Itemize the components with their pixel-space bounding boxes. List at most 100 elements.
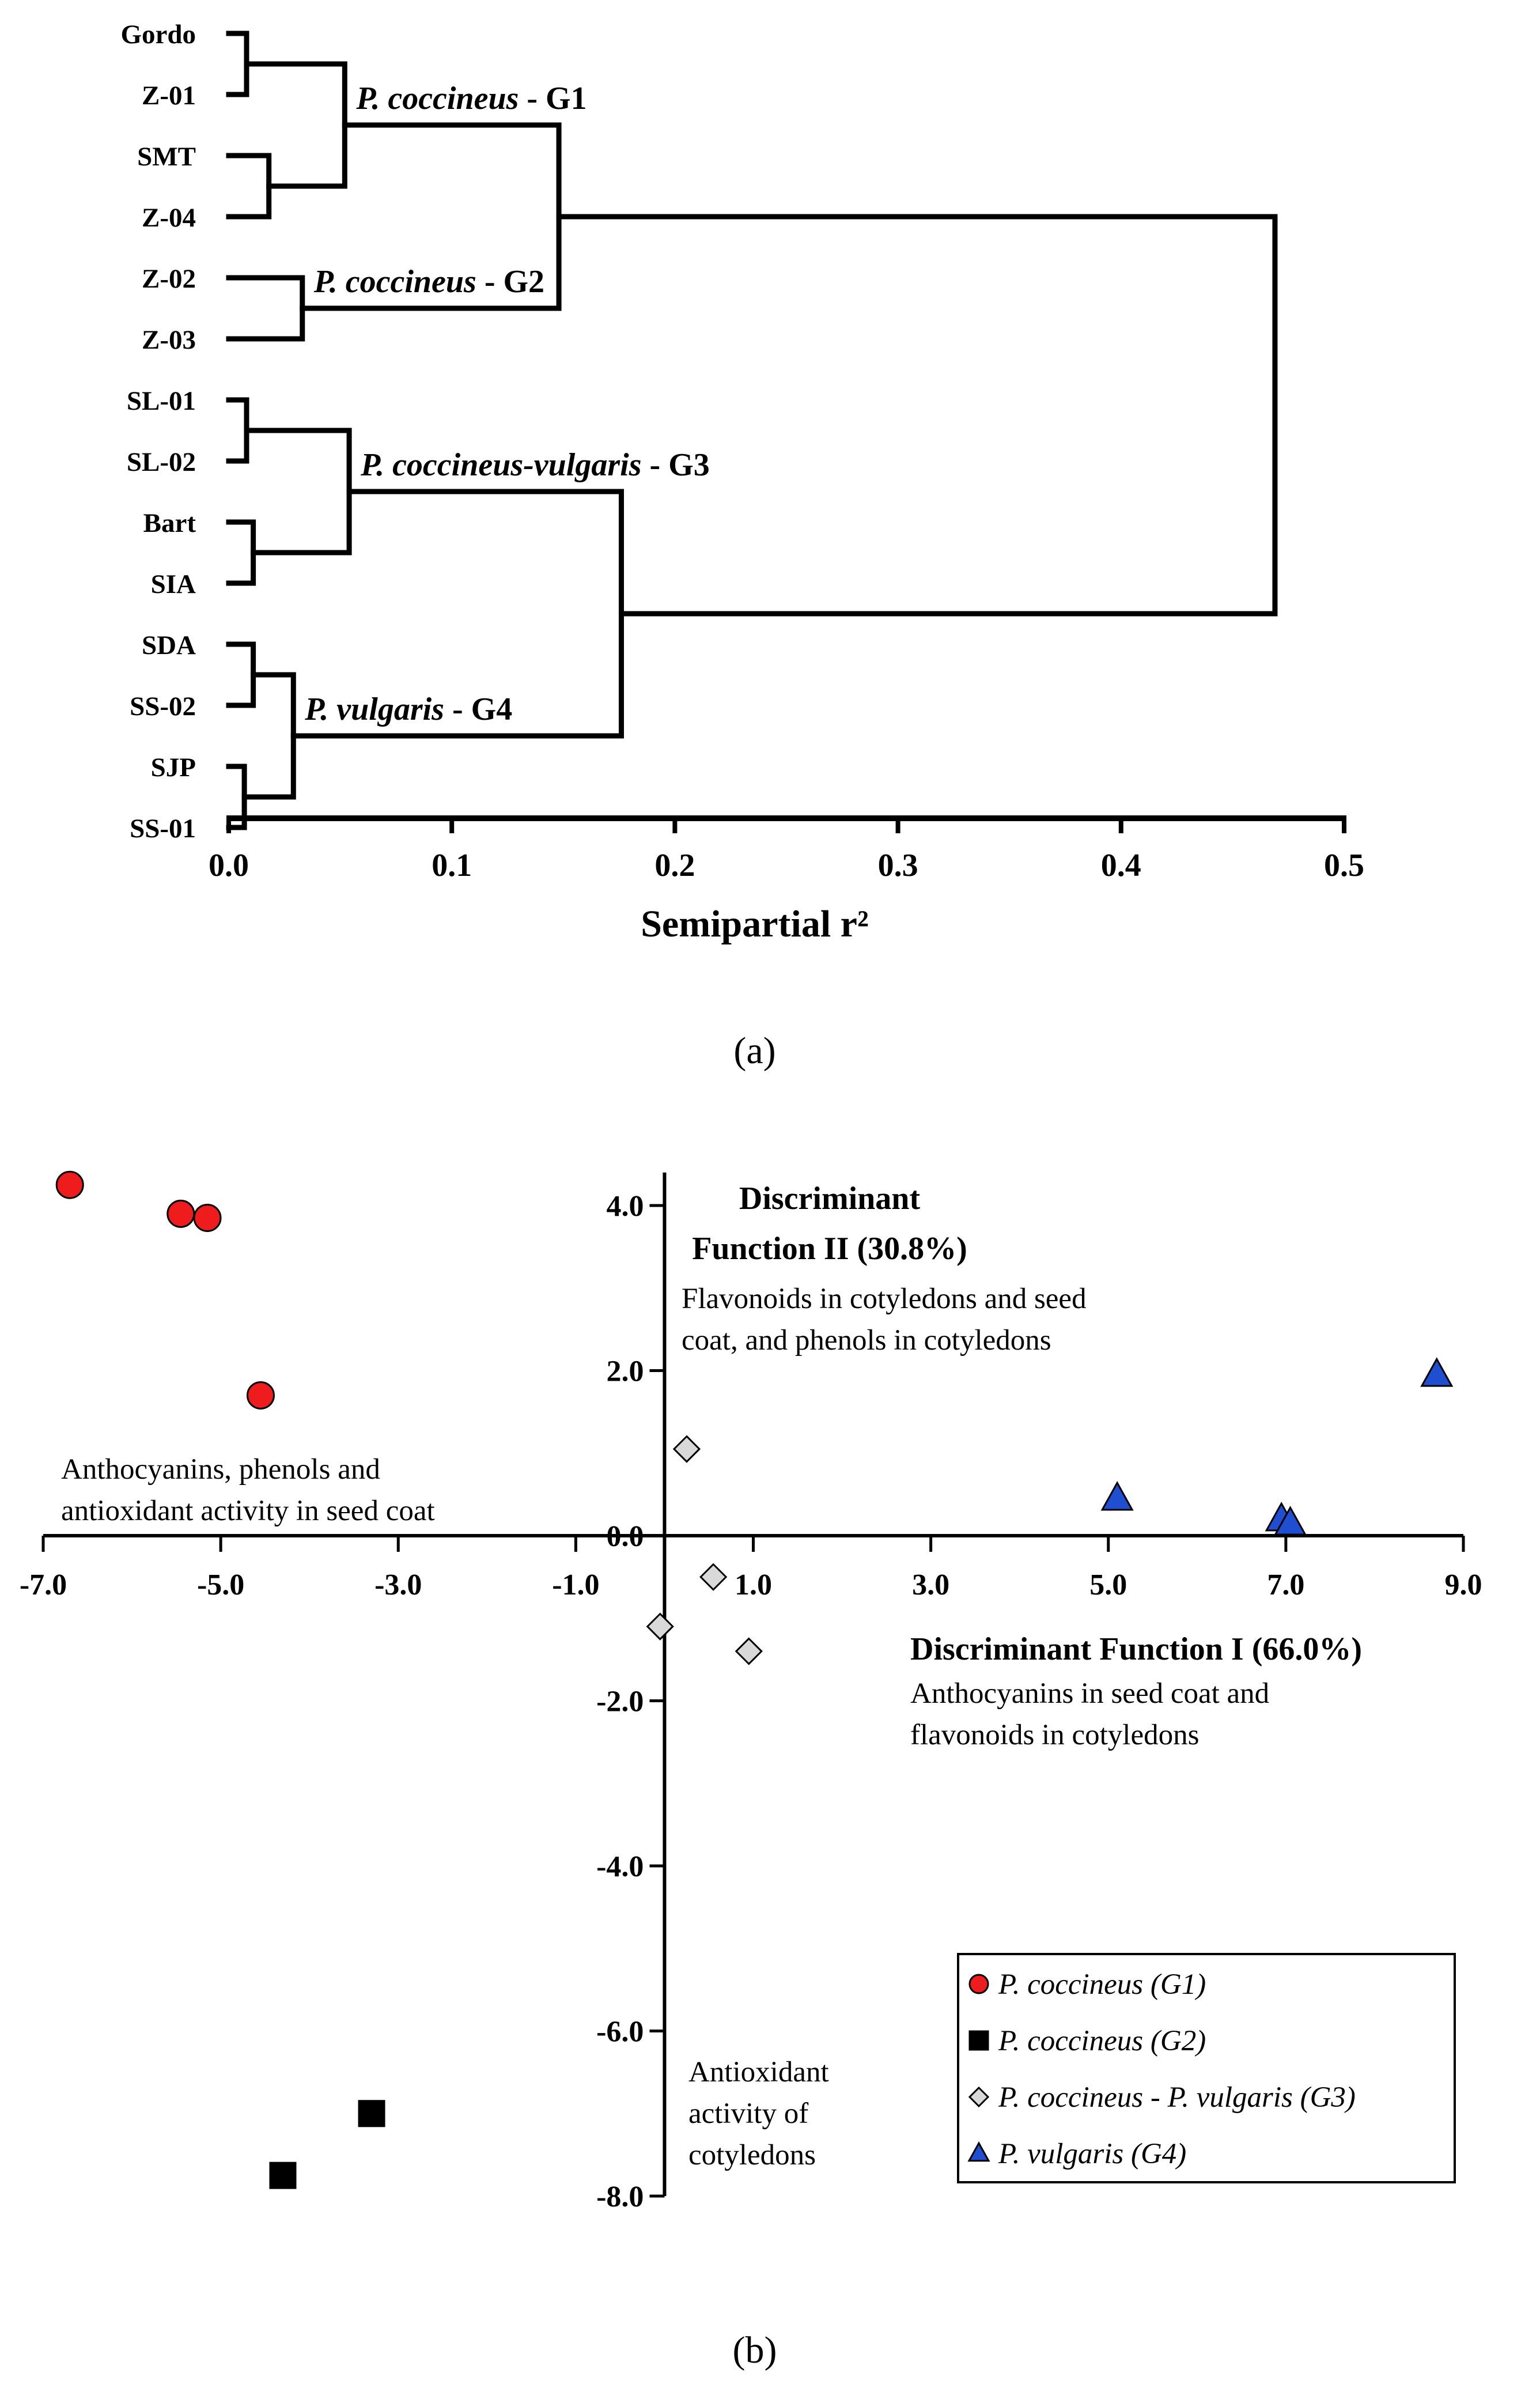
dendrogram-x-axis-title-text: Semipartial r² — [641, 903, 869, 945]
leaf-label-sda: SDA — [142, 630, 196, 660]
point-circle-1-3 — [193, 1203, 222, 1232]
group-tag-3: - G3 — [641, 447, 709, 483]
scatter-y-tick-label-2-0: 2.0 — [606, 1355, 644, 1388]
scatter-y-tick-label-4-0: -4.0 — [596, 1850, 644, 1883]
scatter-x-tick-label-3-0: -3.0 — [374, 1569, 422, 1601]
dendrogram-tick-label-0-0: 0.0 — [209, 848, 249, 883]
group-species-3: P. coccineus-vulgaris — [360, 447, 641, 483]
leaf-label-ss-01: SS-01 — [130, 814, 196, 844]
group-species-1: P. coccineus — [355, 81, 519, 116]
scatter-y-tick-label-6-0: -6.0 — [596, 2016, 644, 2049]
scatter-panel: -7.0 -5.0 -3.0 -1.0 1.0 3.0 5.0 7.0 9.0 4.0 2.0 0.0… — [20, 1170, 1482, 2371]
dendrogram-link-m3 — [244, 61, 347, 189]
group-label-g4: P. vulgaris - G4 — [304, 691, 512, 727]
dendrogram-link-m8 — [244, 428, 352, 556]
panel-a-label-text: (a) — [733, 1030, 775, 1072]
dendrogram-panel: Gordo Z-01 SMT Z-04 Z-02 Z-03 SL-01 SL-02 Bart SI… — [120, 20, 1364, 1072]
x-axis-note-line-2: flavonoids in cotyledons — [910, 1719, 1199, 1751]
dendrogram-x-axis-title: Semipartial r² — [641, 903, 869, 945]
dendrogram-leaf-labels: Gordo Z-01 SMT Z-04 Z-02 Z-03 SL-01 SL-02 Bart SI… — [120, 20, 196, 844]
y-axis-title-line-1: Discriminant — [739, 1181, 921, 1216]
scatter-points — [55, 1170, 1454, 2189]
scatter-x-tick-label-9-0: 9.0 — [1445, 1569, 1482, 1601]
point-triangle-4-1 — [1100, 1481, 1134, 1511]
point-square-2-1 — [358, 2100, 385, 2128]
panel-b-label: (b) — [733, 2329, 777, 2371]
leaf-label-bart: Bart — [143, 508, 196, 538]
point-diamond-3-3 — [646, 1612, 674, 1641]
leaf-label-gordo: Gordo — [120, 20, 196, 50]
scatter-y-tick-label-4-0: 4.0 — [606, 1190, 644, 1223]
dendrogram-link-m9 — [226, 641, 256, 708]
group-species-2: P. coccineus — [313, 264, 476, 300]
leaf-label-z-01: Z-01 — [142, 81, 196, 111]
scatter-x-tick-label-5-0: 5.0 — [1089, 1569, 1127, 1601]
scatter-axes: -7.0 -5.0 -3.0 -1.0 1.0 3.0 5.0 7.0 9.0 4.0 2.0 0.0… — [20, 1172, 1482, 2213]
scatter-x-tick-label-7-0: -7.0 — [20, 1569, 67, 1601]
group-tag-4: - G4 — [444, 691, 512, 727]
scatter-x-tick-label-7-0: 7.0 — [1267, 1569, 1304, 1601]
point-diamond-3-1 — [672, 1435, 701, 1463]
legend-label-p-coccineus-p-vulgaris-g3: P. coccineus - P. vulgaris (G3) — [998, 2081, 1356, 2114]
leaf-label-z-03: Z-03 — [142, 325, 196, 355]
legend-marker-p-coccineus-p-vulgaris-g3 — [968, 2086, 990, 2108]
group-species-4: P. vulgaris — [304, 691, 444, 727]
legend-marker-p-vulgaris-g4 — [967, 2141, 990, 2162]
legend-label-p-coccineus-g2: P. coccineus (G2) — [998, 2025, 1206, 2057]
scatter-legend: P. coccineus (G1) P. coccineus (G2) P. coc… — [957, 1953, 1456, 2183]
dendrogram-link-m7 — [226, 519, 256, 586]
x-axis-title: Discriminant Function I (66.0%) — [910, 1631, 1362, 1667]
dendrogram-x-axis: 0.0 0.1 0.2 0.3 0.4 0.5 — [209, 815, 1364, 883]
leaf-label-sl-02: SL-02 — [127, 447, 196, 477]
dendrogram-link-m1 — [226, 31, 249, 97]
left-note-line-1: Anthocyanins, phenols and — [61, 1453, 380, 1486]
legend-marker-p-coccineus-g2 — [968, 2030, 989, 2051]
point-circle-1-2 — [167, 1199, 195, 1228]
group-label-g2: P. coccineus - G2 — [313, 264, 544, 300]
left-note-line-2: antioxidant activity in seed coat — [61, 1495, 435, 1527]
leaf-label-smt: SMT — [137, 142, 196, 172]
group-label-g1: P. coccineus - G1 — [355, 81, 587, 116]
group-tag-2: - G2 — [476, 264, 544, 300]
dendrogram-link-m13 — [556, 214, 1278, 617]
dendrogram-tick-label-0-4: 0.4 — [1101, 848, 1141, 883]
point-square-2-2 — [269, 2162, 297, 2189]
point-circle-1-1 — [55, 1170, 84, 1199]
scatter-y-tick-label-8-0: -8.0 — [596, 2181, 644, 2213]
scatter-y-tick-label-0-0: 0.0 — [606, 1520, 644, 1553]
leaf-label-ss-02: SS-02 — [130, 691, 196, 721]
bottom-note-line-2: activity of — [688, 2098, 808, 2130]
dendrogram-tick-label-0-2: 0.2 — [654, 848, 695, 883]
panel-b-label-text: (b) — [733, 2329, 777, 2371]
leaf-label-z-04: Z-04 — [142, 203, 196, 233]
dendrogram-link-m2 — [226, 153, 272, 220]
scatter-x-tick-label-5-0: -5.0 — [197, 1569, 244, 1601]
point-diamond-3-4 — [735, 1637, 763, 1665]
dendrogram-link-m4 — [226, 275, 305, 342]
scatter-x-tick-label-3-0: 3.0 — [912, 1569, 949, 1601]
bottom-note-line-3: cotyledons — [688, 2139, 816, 2171]
leaf-label-sia: SIA — [151, 569, 196, 599]
legend-label-p-vulgaris-g4: P. vulgaris (G4) — [998, 2138, 1186, 2170]
scatter-x-tick-label-1-0: 1.0 — [735, 1569, 772, 1601]
panel-a-label: (a) — [733, 1030, 775, 1072]
legend-box — [957, 1953, 1456, 2183]
point-circle-1-4 — [246, 1381, 275, 1409]
y-axis-note-line-2: coat, and phenols in cotyledons — [682, 1324, 1051, 1356]
group-tag-1: - G1 — [519, 81, 587, 116]
dendrogram-link-m6 — [226, 397, 249, 464]
dendrogram-group-labels: P. coccineus - G1P. coccineus - G2P. coc… — [304, 81, 709, 727]
point-diamond-3-2 — [699, 1563, 728, 1591]
legend-marker-p-coccineus-g1 — [968, 1974, 989, 1994]
point-triangle-4-4 — [1420, 1357, 1454, 1387]
leaf-label-sjp: SJP — [151, 753, 196, 783]
scatter-y-tick-label-2-0: -2.0 — [596, 1686, 644, 1718]
leaf-label-sl-01: SL-01 — [127, 386, 196, 416]
bottom-note-line-1: Antioxidant — [688, 2056, 829, 2088]
legend-label-p-coccineus-g1: P. coccineus (G1) — [998, 1968, 1206, 2001]
scatter-x-tick-label-1-0: -1.0 — [552, 1569, 599, 1601]
leaf-label-z-02: Z-02 — [142, 264, 196, 294]
dendrogram-tick-label-0-5: 0.5 — [1324, 848, 1364, 883]
dendrogram-tick-label-0-1: 0.1 — [432, 848, 472, 883]
